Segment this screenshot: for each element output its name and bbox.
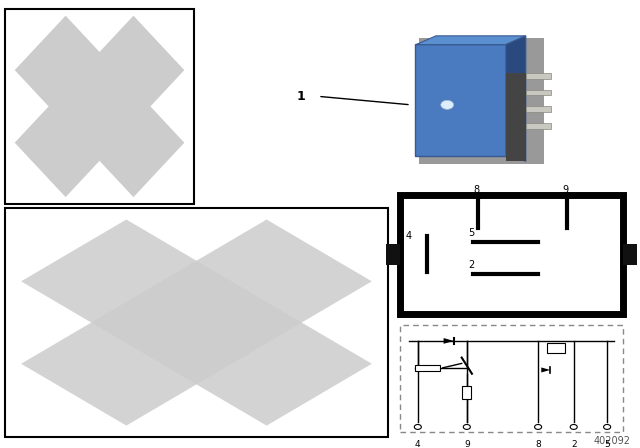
Bar (526, 106, 552, 112)
FancyBboxPatch shape (415, 44, 507, 156)
Bar (623, 244, 637, 265)
Text: 4: 4 (406, 232, 412, 241)
Bar (526, 90, 552, 95)
Polygon shape (506, 36, 526, 161)
Polygon shape (541, 367, 550, 372)
Text: 8: 8 (473, 185, 479, 195)
Bar (526, 73, 552, 79)
Polygon shape (21, 220, 372, 426)
Text: 2: 2 (571, 440, 577, 448)
Circle shape (441, 100, 454, 109)
Bar (526, 124, 552, 129)
Text: 9: 9 (562, 185, 568, 195)
Text: 9: 9 (464, 440, 470, 448)
Circle shape (534, 425, 541, 429)
Bar (386, 244, 400, 265)
Circle shape (414, 425, 421, 429)
Circle shape (463, 425, 470, 429)
Bar (506, 73, 526, 161)
Text: 1: 1 (296, 90, 305, 103)
Bar (5, 208, 388, 437)
Polygon shape (15, 16, 184, 197)
Circle shape (604, 425, 611, 429)
Circle shape (570, 425, 577, 429)
Text: 2: 2 (468, 260, 475, 270)
Bar (5, 9, 194, 204)
Text: 4: 4 (415, 440, 420, 448)
Text: 402092: 402092 (593, 436, 630, 446)
Bar (415, 365, 440, 371)
Polygon shape (444, 338, 454, 344)
Bar (462, 386, 471, 399)
Bar (547, 343, 565, 353)
Polygon shape (21, 220, 372, 426)
Bar (400, 195, 623, 314)
Text: 5: 5 (468, 228, 475, 238)
Bar (419, 38, 544, 164)
Polygon shape (416, 36, 526, 45)
Text: 8: 8 (535, 440, 541, 448)
Polygon shape (15, 16, 184, 197)
Bar (400, 325, 623, 432)
Text: 5: 5 (604, 440, 610, 448)
